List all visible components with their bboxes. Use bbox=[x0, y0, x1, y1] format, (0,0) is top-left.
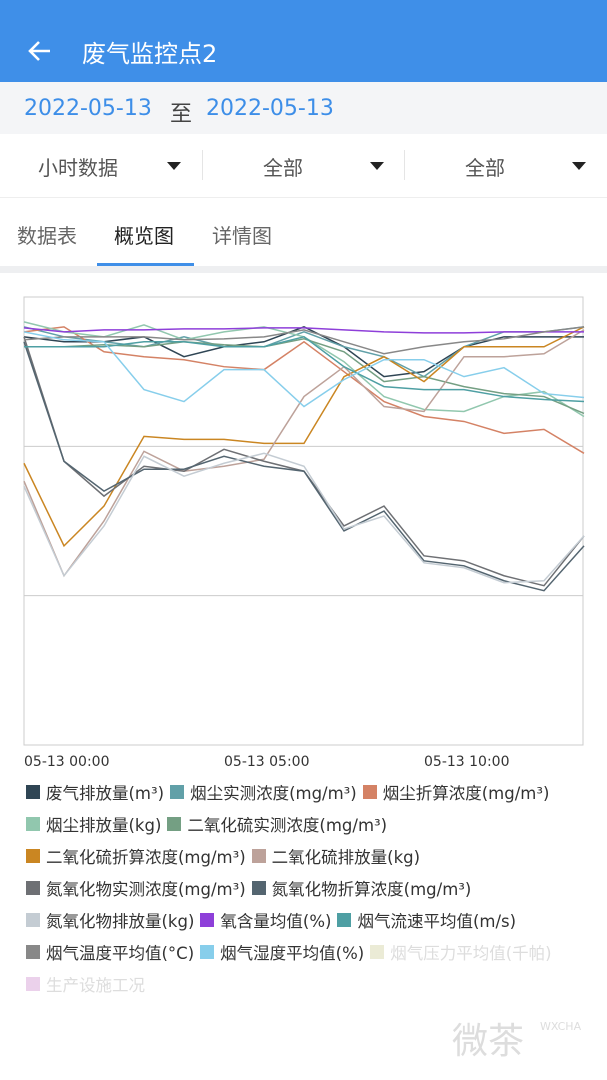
app-bar: 废气监控点2 bbox=[0, 0, 607, 82]
legend-label: 烟气温度平均值(°C) bbox=[46, 944, 195, 963]
legend-item[interactable]: 生产设施工况 bbox=[26, 968, 145, 1000]
legend-item[interactable]: 氮氧化物实测浓度(mg/m³) bbox=[26, 872, 246, 904]
tab-indicator bbox=[97, 263, 194, 266]
legend-item[interactable]: 烟尘排放量(kg) bbox=[26, 808, 161, 840]
legend: 废气排放量(m³) 烟尘实测浓度(mg/m³) 烟尘折算浓度(mg/m³) 烟尘排放量… bbox=[26, 776, 586, 1000]
legend-item[interactable]: 氧含量均值(%) bbox=[200, 904, 331, 936]
legend-swatch bbox=[26, 913, 40, 927]
series-line bbox=[23, 452, 585, 584]
legend-swatch bbox=[167, 817, 182, 831]
legend-swatch bbox=[370, 945, 385, 959]
series-line bbox=[24, 336, 585, 403]
legend-item[interactable]: 二氧化硫实测浓度(mg/m³) bbox=[167, 808, 387, 840]
legend-item[interactable]: 氮氧化物排放量(kg) bbox=[26, 904, 194, 936]
filter[interactable]: 全部 bbox=[203, 134, 405, 197]
series-line bbox=[23, 326, 585, 355]
watermark-sub: WXCHA bbox=[540, 1020, 582, 1033]
end-date[interactable]: 2022-05-13 bbox=[206, 96, 334, 121]
legend-swatch bbox=[26, 785, 40, 799]
tab[interactable]: 数据表 bbox=[17, 224, 77, 248]
legend-label: 烟尘实测浓度(mg/m³) bbox=[190, 784, 357, 803]
tab[interactable]: 详情图 bbox=[212, 224, 272, 248]
legend-item[interactable]: 废气排放量(m³) bbox=[26, 776, 164, 808]
legend-label: 废气排放量(m³) bbox=[46, 784, 165, 803]
legend-swatch bbox=[200, 913, 215, 927]
legend-label: 烟尘折算浓度(mg/m³) bbox=[382, 784, 550, 803]
x-tick-label: 05-13 10:00 bbox=[424, 754, 509, 770]
legend-label: 烟气压力平均值(千帕) bbox=[390, 944, 552, 963]
legend-label: 二氧化硫排放量(kg) bbox=[271, 848, 421, 867]
watermark: 微茶 bbox=[452, 1021, 525, 1062]
series-line bbox=[23, 341, 585, 592]
series-line bbox=[23, 326, 585, 548]
series-line bbox=[23, 331, 585, 408]
legend-swatch bbox=[200, 945, 215, 959]
series-line bbox=[23, 329, 585, 578]
legend-label: 氮氧化物排放量(kg) bbox=[46, 912, 195, 931]
plot-frame bbox=[23, 296, 584, 746]
series-line bbox=[23, 336, 585, 587]
legend-item[interactable]: 二氧化硫排放量(kg) bbox=[251, 840, 421, 872]
legend-label: 生产设施工况 bbox=[46, 976, 145, 995]
legend-swatch bbox=[26, 849, 40, 863]
series-line bbox=[23, 327, 584, 334]
legend-item[interactable]: 烟气流速平均值(m/s) bbox=[337, 904, 516, 936]
legend-swatch bbox=[251, 849, 266, 863]
legend-item[interactable]: 氮氧化物折算浓度(mg/m³) bbox=[251, 872, 472, 904]
filter-label: 小时数据 bbox=[38, 156, 118, 180]
tab[interactable]: 概览图 bbox=[114, 224, 174, 248]
filter[interactable]: 全部 bbox=[405, 134, 607, 197]
back-button[interactable] bbox=[28, 40, 52, 62]
tabs: 数据表 概览图 详情图 bbox=[0, 198, 607, 266]
separator: 至 bbox=[170, 102, 193, 127]
legend-label: 氮氧化物折算浓度(mg/m³) bbox=[271, 880, 472, 899]
start-date[interactable]: 2022-05-13 bbox=[24, 96, 152, 121]
series-line bbox=[24, 338, 585, 415]
legend-item[interactable]: 烟气压力平均值(千帕) bbox=[370, 936, 552, 968]
legend-label: 氧含量均值(%) bbox=[220, 912, 332, 931]
legend-swatch bbox=[170, 785, 185, 799]
legend-item[interactable]: 烟尘实测浓度(mg/m³) bbox=[170, 776, 357, 808]
legend-swatch bbox=[251, 881, 266, 895]
title: 废气监控点2 bbox=[82, 40, 218, 68]
x-tick-label: 05-13 00:00 bbox=[24, 754, 109, 770]
legend-label: 二氧化硫实测浓度(mg/m³) bbox=[187, 816, 388, 835]
legend-item[interactable]: 烟气温度平均值(°C) bbox=[26, 936, 194, 968]
chart: 05-13 00:00 05-13 05:00 05-13 10:00 bbox=[23, 296, 585, 770]
legend-label: 氮氧化物实测浓度(mg/m³) bbox=[46, 880, 246, 899]
date-range: 2022-05-13 至 2022-05-13 bbox=[0, 82, 607, 134]
series-line bbox=[23, 326, 585, 454]
legend-swatch bbox=[26, 945, 40, 959]
legend-label: 烟气流速平均值(m/s) bbox=[357, 912, 517, 931]
legend-item[interactable]: 烟尘折算浓度(mg/m³) bbox=[362, 776, 550, 808]
filter[interactable]: 小时数据 bbox=[0, 134, 202, 197]
filter-row: 小时数据 全部 全部 bbox=[0, 134, 607, 198]
legend-item[interactable]: 烟气湿度平均值(%) bbox=[200, 936, 364, 968]
legend-swatch bbox=[337, 913, 352, 927]
legend-label: 烟尘排放量(kg) bbox=[46, 816, 162, 835]
legend-swatch bbox=[362, 785, 377, 799]
x-tick-label: 05-13 05:00 bbox=[224, 754, 309, 770]
legend-item[interactable]: 二氧化硫折算浓度(mg/m³) bbox=[26, 840, 246, 872]
series-line bbox=[23, 326, 585, 378]
legend-swatch bbox=[26, 977, 40, 991]
filter-label: 全部 bbox=[263, 156, 303, 180]
legend-swatch bbox=[26, 817, 40, 831]
legend-swatch bbox=[26, 881, 40, 895]
legend-label: 烟气湿度平均值(%) bbox=[220, 944, 365, 963]
filter-label: 全部 bbox=[465, 156, 505, 180]
legend-label: 二氧化硫折算浓度(mg/m³) bbox=[46, 848, 246, 867]
